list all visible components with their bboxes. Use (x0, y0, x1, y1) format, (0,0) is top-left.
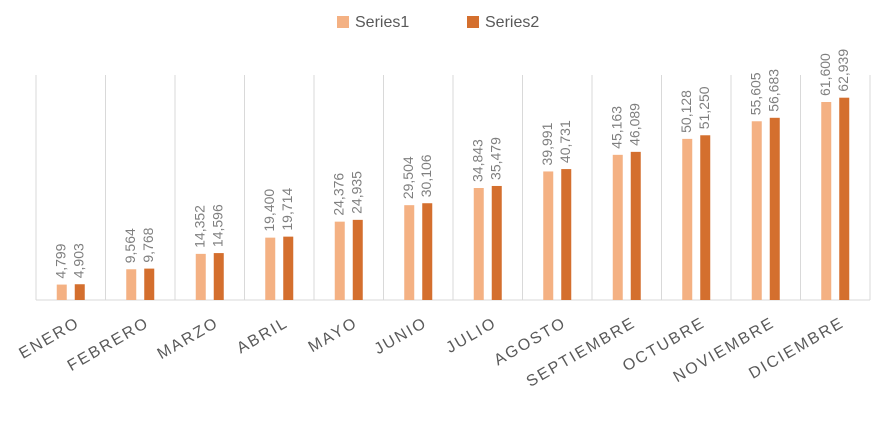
bar (352, 219, 363, 300)
bar (751, 121, 762, 300)
bar (561, 169, 572, 300)
x-tick-label: JUNIO (372, 314, 431, 358)
bar (700, 135, 711, 300)
bar (126, 269, 137, 300)
bar (265, 237, 276, 300)
data-label: 39,991 (539, 122, 555, 165)
bar (144, 268, 155, 300)
data-label: 29,504 (400, 156, 416, 199)
x-tick-label: MAYO (306, 314, 361, 356)
bar (213, 253, 224, 300)
bar (283, 236, 294, 300)
data-label: 50,128 (678, 90, 694, 133)
data-label: 24,935 (348, 171, 364, 214)
bar (491, 185, 502, 300)
data-label: 4,903 (70, 243, 86, 278)
x-tick-label: MARZO (155, 314, 222, 363)
bar (195, 253, 206, 300)
bar (334, 221, 345, 300)
data-label: 34,843 (469, 139, 485, 182)
data-label: 55,605 (747, 72, 763, 115)
bar (56, 284, 67, 300)
data-label: 9,564 (122, 228, 138, 263)
bar (612, 154, 623, 300)
data-label: 4,799 (52, 243, 68, 278)
data-label: 51,250 (696, 86, 712, 129)
x-tick-label: JULIO (443, 314, 499, 356)
bar (473, 188, 484, 300)
data-label: 30,106 (418, 154, 434, 197)
bar (630, 151, 641, 300)
bar (821, 102, 832, 300)
data-label: 14,352 (191, 205, 207, 248)
data-label: 56,683 (765, 69, 781, 112)
data-label: 35,479 (487, 137, 503, 180)
data-label: 19,400 (261, 189, 277, 232)
legend-label: Series2 (485, 14, 539, 31)
bar (769, 117, 780, 300)
data-label: 61,600 (817, 53, 833, 96)
legend-swatch (467, 16, 479, 28)
data-label: 14,596 (209, 204, 225, 247)
bar (74, 284, 85, 300)
legend-swatch (337, 16, 349, 28)
data-label: 19,714 (279, 188, 295, 231)
data-label: 45,163 (608, 106, 624, 149)
data-label: 40,731 (557, 120, 573, 163)
data-label: 9,768 (140, 227, 156, 262)
x-tick-label: ABRIL (234, 314, 291, 357)
bar (422, 203, 433, 300)
legend-label: Series1 (355, 14, 409, 31)
data-label: 46,089 (626, 103, 642, 146)
data-label: 24,376 (330, 173, 346, 216)
bar (839, 97, 850, 300)
bar (682, 138, 693, 300)
bar (404, 205, 415, 300)
bar (543, 171, 554, 300)
data-label: 62,939 (835, 49, 851, 92)
